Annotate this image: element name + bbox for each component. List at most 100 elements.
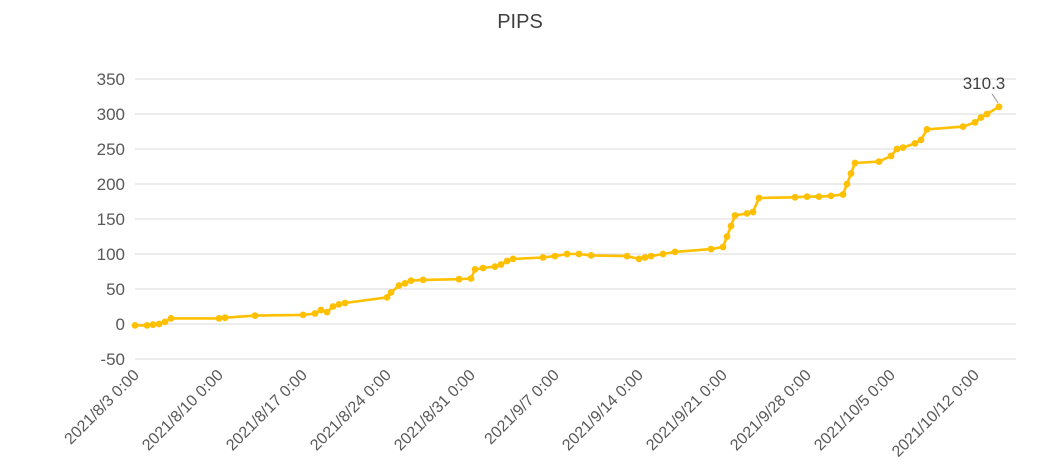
x-axis-tick-label: 2021/8/10 0:00	[139, 367, 227, 455]
data-point-marker	[815, 193, 823, 201]
data-point-marker	[839, 191, 847, 198]
data-point-marker	[641, 254, 649, 261]
data-point-marker	[727, 222, 735, 230]
y-axis-tick-label: 350	[97, 70, 125, 89]
data-point-marker	[827, 192, 835, 200]
data-point-marker	[143, 322, 151, 329]
data-point-marker	[755, 194, 763, 202]
x-axis-tick-label: 2021/9/14 0:00	[559, 367, 647, 455]
annotation-group: 310.3	[963, 74, 1006, 104]
series-line	[133, 105, 1001, 327]
data-point-marker	[395, 282, 403, 289]
x-axis-tick-label: 2021/8/17 0:00	[223, 367, 311, 455]
data-point-marker	[509, 255, 517, 263]
data-point-marker	[419, 276, 427, 284]
x-axis-tick-label: 2021/10/12 0:00	[889, 367, 983, 461]
data-point-marker	[647, 252, 655, 260]
data-point-marker	[623, 252, 631, 260]
y-axis-tick-label: 200	[97, 175, 125, 194]
data-point-marker	[341, 299, 349, 307]
data-point-marker	[317, 306, 325, 314]
data-point-marker	[497, 261, 505, 268]
data-label-leader-line	[991, 93, 999, 104]
y-axis-tick-label: 50	[106, 280, 125, 299]
data-point-marker	[887, 152, 895, 160]
data-point-marker	[407, 277, 415, 284]
data-point-marker	[479, 264, 487, 272]
data-point-marker	[971, 119, 979, 126]
data-point-marker	[731, 212, 739, 219]
data-point-marker	[749, 208, 757, 216]
data-point-marker	[923, 125, 931, 133]
data-point-marker	[875, 158, 883, 166]
series-group	[131, 103, 1003, 329]
x-axis-tick-label: 2021/10/5 0:00	[811, 367, 899, 455]
data-point-marker	[893, 145, 901, 153]
data-point-marker	[131, 322, 139, 329]
data-point-marker	[503, 257, 511, 265]
data-point-marker	[167, 315, 175, 322]
data-point-marker	[491, 263, 499, 270]
y-axis-tick-label: 150	[97, 210, 125, 229]
data-point-marker	[659, 250, 667, 258]
data-point-marker	[851, 159, 859, 167]
data-point-marker	[977, 114, 985, 121]
data-point-marker	[899, 144, 907, 152]
gridlines-group	[135, 78, 1016, 360]
data-point-marker	[323, 308, 331, 316]
data-point-marker	[911, 140, 919, 147]
data-point-marker	[743, 210, 751, 217]
data-point-marker	[161, 318, 169, 326]
data-point-marker	[635, 255, 643, 263]
y-axis-tick-label: 250	[97, 140, 125, 159]
data-point-marker	[155, 320, 163, 328]
y-axis-tick-label: 0	[116, 315, 125, 334]
data-point-marker	[383, 294, 391, 301]
x-axis-tick-label: 2021/8/31 0:00	[391, 367, 479, 455]
data-point-marker	[215, 315, 223, 322]
data-point-marker	[401, 280, 409, 287]
data-point-marker	[299, 311, 307, 319]
data-point-marker	[335, 301, 343, 308]
data-point-marker	[251, 312, 259, 319]
data-point-marker	[455, 275, 463, 283]
data-point-marker	[587, 252, 595, 259]
x-axis-tick-label: 2021/9/28 0:00	[727, 367, 815, 455]
data-point-marker	[707, 245, 715, 253]
data-point-marker	[917, 136, 925, 144]
y-axis-labels-group: 350 300 250 200 150 100 50 0 -50	[97, 70, 125, 369]
x-axis-tick-label: 2021/9/7 0:00	[482, 367, 563, 448]
data-point-marker	[539, 254, 547, 261]
last-point-data-label: 310.3	[963, 74, 1006, 93]
data-point-marker	[959, 123, 967, 130]
data-point-marker	[575, 250, 583, 258]
x-axis-tick-label: 2021/8/24 0:00	[307, 367, 395, 455]
data-point-marker	[471, 266, 479, 273]
data-point-marker	[995, 103, 1003, 111]
data-point-marker	[847, 170, 855, 177]
data-point-marker	[467, 275, 475, 282]
y-axis-tick-label: -50	[100, 350, 125, 369]
data-point-marker	[843, 180, 851, 188]
x-axis-tick-label: 2021/8/3 0:00	[62, 367, 143, 448]
chart-title: PIPS	[497, 11, 543, 33]
y-axis-tick-label: 100	[97, 245, 125, 264]
data-point-marker	[329, 303, 337, 310]
data-point-marker	[723, 233, 731, 240]
x-axis-tick-label: 2021/9/21 0:00	[643, 367, 731, 455]
data-point-marker	[563, 250, 571, 258]
data-point-marker	[791, 193, 799, 201]
data-point-marker	[221, 314, 229, 322]
data-point-marker	[803, 193, 811, 201]
data-point-marker	[983, 110, 991, 118]
data-point-marker	[719, 243, 727, 251]
data-point-marker	[551, 252, 559, 260]
data-point-marker	[149, 321, 157, 329]
y-axis-tick-label: 300	[97, 105, 125, 124]
data-point-marker	[311, 310, 319, 317]
data-point-marker	[671, 248, 679, 256]
data-point-marker	[387, 289, 395, 296]
